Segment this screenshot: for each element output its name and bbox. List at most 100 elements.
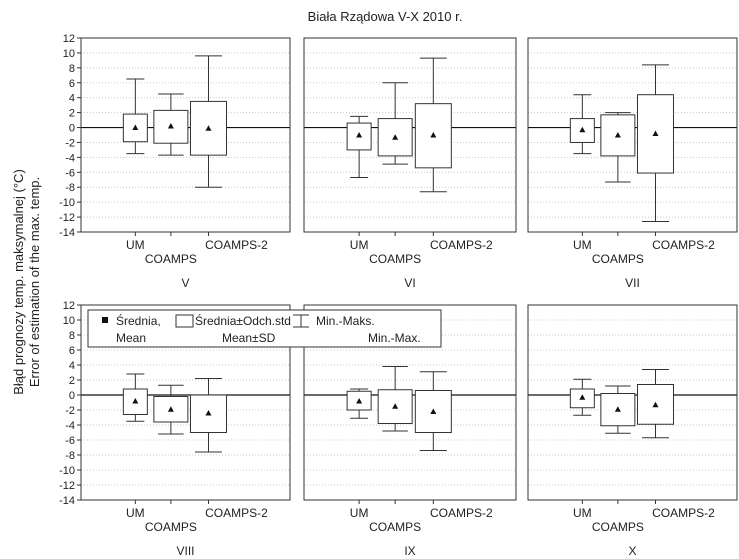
mean-marker <box>205 410 212 416</box>
y-tick-label: 0 <box>69 123 75 135</box>
box-COAMPS <box>153 384 189 504</box>
panel-V: -14 -12 -10 -8 -6 -4 -2 0 2 4 6 8 10 12 UM COAMPS-2 COAM… <box>59 33 291 290</box>
x-tick-label: COAMPS-2 <box>652 238 715 252</box>
legend: Średnia, Mean Średnia±Odch.std Mean±SD Min.-… <box>87 309 442 348</box>
panel-frame <box>80 304 291 501</box>
x-tick-label: COAMPS <box>592 520 644 534</box>
x-tick-label: COAMPS <box>369 252 421 266</box>
legend-mean-label: Średnia, <box>116 313 161 328</box>
box-UM <box>569 378 595 504</box>
x-tick-label: COAMPS <box>369 520 421 534</box>
x-tick-label: COAMPS-2 <box>430 238 493 252</box>
x-tick-label: UM <box>350 238 369 252</box>
panel-label: VIII <box>176 544 194 558</box>
box-COAMPS-2 <box>189 55 227 236</box>
mean-marker <box>430 132 437 138</box>
mean-marker <box>579 126 586 133</box>
y-tick-label: -10 <box>59 465 75 477</box>
y-tick-label: 10 <box>63 48 75 60</box>
y-tick-label: 2 <box>69 108 75 120</box>
y-tick-label: 8 <box>69 63 75 75</box>
y-tick-label: -2 <box>65 137 75 149</box>
box-COAMPS <box>377 366 413 504</box>
panel-IX: UM COAMPS-2 COAMPS IX <box>303 304 517 558</box>
y-tick-label: -6 <box>65 167 75 179</box>
x-tick-label: COAMPS <box>145 520 197 534</box>
x-tick-label: UM <box>573 506 592 520</box>
y-tick-label: -14 <box>59 227 75 239</box>
panel-VII: UM COAMPS-2 COAMPS VII <box>527 37 738 290</box>
y-axis-label: Błąd prognozy temp. maksymalnej (°C) <box>11 169 26 395</box>
y-tick-label: 12 <box>63 33 75 45</box>
panel-frame <box>80 37 291 233</box>
mean-marker <box>430 408 437 414</box>
y-tick-label: 6 <box>69 78 75 90</box>
y-tick-label: -8 <box>65 182 75 194</box>
y-tick-label: -12 <box>59 480 75 492</box>
y-tick-label: -6 <box>65 435 75 447</box>
y-axis-label-english: Error of estimation of the max. temp. <box>27 177 42 387</box>
mean-marker <box>652 401 659 408</box>
y-tick-label: 2 <box>69 375 75 387</box>
x-tick-label: COAMPS-2 <box>430 506 493 520</box>
mean-marker <box>356 398 363 404</box>
box-COAMPS <box>600 112 636 236</box>
x-tick-label: UM <box>573 238 592 252</box>
x-tick-label: UM <box>126 506 145 520</box>
mean-marker <box>132 124 139 131</box>
panel-VI: UM COAMPS-2 COAMPS VI <box>303 37 517 290</box>
legend-box-label-en: Mean±SD <box>222 331 276 345</box>
legend-box-symbol <box>175 314 194 328</box>
x-tick-label: COAMPS <box>592 252 644 266</box>
y-tick-label: 4 <box>69 360 75 372</box>
y-tick-label: -4 <box>65 420 75 432</box>
box-COAMPS-2 <box>189 378 227 504</box>
legend-mean-label-en: Mean <box>116 331 146 345</box>
x-tick-label: COAMPS <box>145 252 197 266</box>
x-tick-label: UM <box>126 238 145 252</box>
x-tick-label: COAMPS-2 <box>652 506 715 520</box>
panel-label: X <box>628 544 636 558</box>
x-tick-label: UM <box>350 506 369 520</box>
mean-marker <box>614 406 621 412</box>
box-COAMPS <box>600 385 636 504</box>
y-tick-label: -10 <box>59 197 75 209</box>
box-COAMPS <box>153 93 189 236</box>
y-tick-label: 4 <box>69 93 75 105</box>
mean-marker <box>356 132 363 138</box>
mean-marker <box>392 134 399 140</box>
box-COAMPS-2 <box>636 369 674 504</box>
legend-box-label: Średnia±Odch.std <box>195 313 291 328</box>
y-tick-label: -2 <box>65 405 75 417</box>
y-tick-label: 0 <box>69 390 75 402</box>
box-UM <box>122 373 148 504</box>
y-tick-label: 6 <box>69 345 75 357</box>
legend-mean-symbol <box>102 317 108 323</box>
box-UM <box>346 388 372 504</box>
y-tick-label: -8 <box>65 450 75 462</box>
mean-marker <box>614 132 621 138</box>
panel-frame <box>303 304 517 501</box>
mean-marker <box>579 394 586 400</box>
y-tick-label: -4 <box>65 152 75 164</box>
chart-title: Biała Rządowa V-X 2010 r. <box>308 9 463 24</box>
panel-X: UM COAMPS-2 COAMPS X <box>527 304 738 558</box>
box-COAMPS <box>377 82 413 236</box>
panel-frame <box>303 37 517 233</box>
y-tick-label: 8 <box>69 330 75 342</box>
panel-frame <box>527 37 738 233</box>
mean-marker <box>392 403 399 409</box>
panel-label: VI <box>404 276 415 290</box>
panel-label: V <box>181 276 189 290</box>
x-tick-label: COAMPS-2 <box>205 238 268 252</box>
legend-whisker-label: Min.-Maks. <box>316 314 375 328</box>
mean-marker <box>205 125 212 131</box>
box-UM <box>346 115 372 236</box>
legend-box <box>87 309 442 348</box>
box-UM <box>569 94 595 236</box>
sd-box <box>153 396 189 423</box>
y-tick-label: 12 <box>63 300 75 312</box>
y-tick-label: -12 <box>59 212 75 224</box>
